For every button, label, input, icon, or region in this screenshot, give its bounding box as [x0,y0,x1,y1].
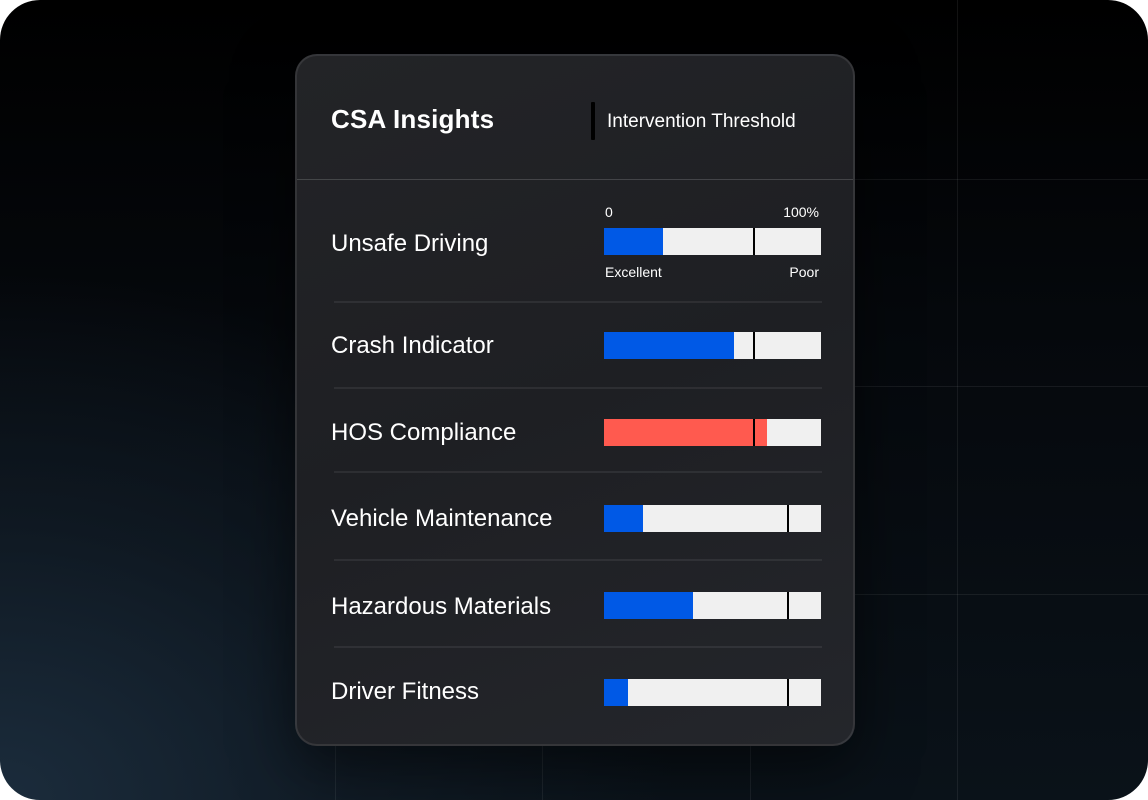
grid-line [855,386,1148,387]
row-divider [334,387,822,389]
row-divider [334,301,822,303]
scale-low-label: Excellent [605,264,662,280]
score-fill [604,419,767,446]
threshold-marker [787,592,790,619]
csa-row-crash-indicator[interactable]: Crash Indicator [297,303,853,387]
score-fill [604,228,663,255]
score-bar [604,228,821,255]
threshold-legend-marker [591,102,595,140]
score-bar [604,505,821,532]
csa-row-vehicle-maintenance[interactable]: Vehicle Maintenance [297,473,853,559]
grid-line [855,179,1148,180]
score-fill [604,505,644,532]
category-label: Hazardous Materials [331,593,552,620]
card-title: CSA Insights [331,104,495,134]
category-label: Driver Fitness [331,678,480,705]
category-label: Crash Indicator [331,332,494,359]
row-divider [334,471,822,473]
csa-row-hos-compliance[interactable]: HOS Compliance [297,389,853,472]
threshold-marker [752,332,755,359]
threshold-marker [752,228,755,255]
grid-line [335,746,336,800]
grid-line [750,746,751,800]
grid-line [957,0,958,800]
card-header: CSA Insights Intervention Threshold [297,56,853,180]
row-divider [334,559,822,561]
grid-line [542,746,543,800]
score-bar [604,419,821,446]
scale-min-label: 0 [605,204,613,220]
category-label: Vehicle Maintenance [331,505,553,532]
threshold-marker [787,505,790,532]
score-fill [604,332,735,359]
score-fill [604,592,693,619]
scale-high-label: Poor [789,264,819,280]
category-label: Unsafe Driving [331,230,489,257]
header-divider [297,179,853,180]
csa-row-unsafe-driving[interactable]: 0 100% Unsafe Driving Excellent Poor [297,180,853,302]
category-label: HOS Compliance [331,419,517,446]
score-fill [604,679,628,706]
csa-row-hazardous-materials[interactable]: Hazardous Materials [297,561,853,647]
threshold-marker [787,679,790,706]
row-divider [334,646,822,648]
threshold-marker [752,419,755,446]
score-bar [604,332,821,359]
csa-row-driver-fitness[interactable]: Driver Fitness [297,648,853,744]
scale-max-label: 100% [783,204,819,220]
score-bar [604,592,821,619]
grid-line [855,594,1148,595]
threshold-legend-label: Intervention Threshold [607,111,796,132]
csa-insights-card: CSA Insights Intervention Threshold 0 10… [295,54,855,746]
score-bar [604,679,821,706]
